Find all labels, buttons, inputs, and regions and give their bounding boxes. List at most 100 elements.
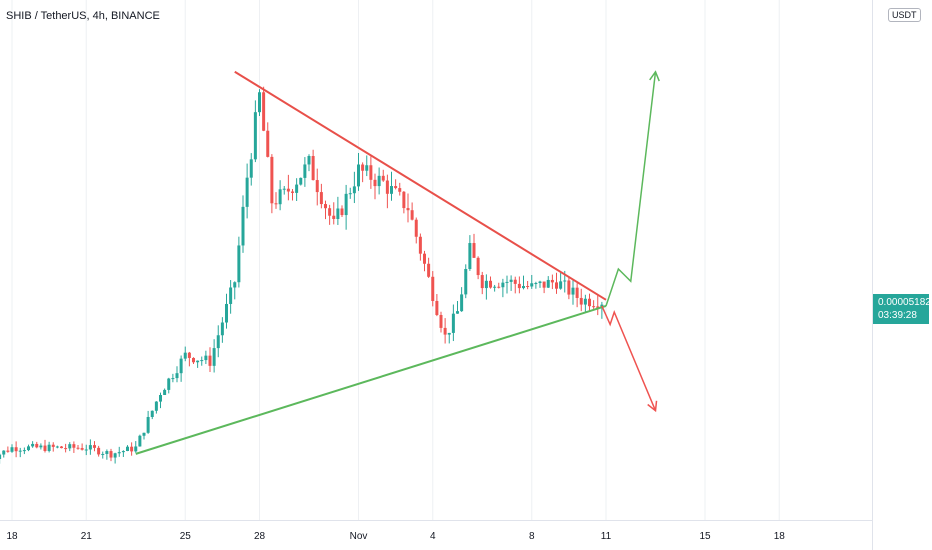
candle-body [270, 156, 274, 204]
candle-body [154, 401, 158, 411]
candle-body [352, 186, 356, 194]
candle-body [142, 432, 146, 436]
candle-body [10, 447, 14, 452]
candle-body [22, 450, 26, 452]
bar-countdown: 03:39:28 [878, 310, 917, 321]
candle-body [134, 446, 138, 452]
candle-body [406, 208, 410, 211]
x-tick-label: 4 [430, 531, 436, 542]
candle-body [31, 443, 35, 447]
candle-body [291, 191, 294, 193]
bullish-arrow [605, 71, 657, 307]
candle-body [522, 286, 525, 289]
candles [0, 86, 604, 464]
candle-body [443, 327, 447, 335]
candle-body [138, 435, 142, 447]
candle-body [546, 279, 550, 288]
candle-body [208, 355, 212, 366]
candle-body [225, 303, 228, 323]
candle-body [373, 179, 377, 187]
candle-body [84, 449, 88, 451]
candle-body [513, 279, 517, 284]
candle-body [460, 294, 464, 312]
candle-body [361, 164, 365, 171]
candle-body [319, 192, 323, 205]
candle-body [328, 208, 332, 216]
currency-button[interactable]: USDT [888, 8, 921, 22]
candle-body [163, 389, 167, 396]
candle-body [266, 130, 270, 157]
candle-body [126, 446, 129, 452]
candle-body [109, 451, 113, 458]
candle-body [489, 280, 492, 288]
candle-body [237, 245, 241, 283]
candle-body [509, 279, 513, 282]
candle-body [575, 287, 579, 298]
candle-body [348, 193, 352, 195]
candle-body [204, 355, 208, 361]
candle-body [220, 322, 224, 336]
candle-body [159, 395, 162, 402]
candle-body [6, 450, 10, 452]
candle-body [121, 451, 125, 453]
x-tick-label: 25 [180, 531, 192, 542]
bearish-arrow [601, 305, 657, 412]
candle-body [423, 253, 426, 264]
candle-body [295, 184, 299, 193]
candle-body [43, 445, 47, 451]
candle-body [480, 275, 484, 289]
candle-body [130, 446, 134, 452]
candle-body [332, 215, 336, 219]
candle-body [542, 281, 546, 288]
candle-body [517, 283, 521, 289]
candle-body [183, 352, 187, 359]
candle-body [179, 358, 183, 374]
candle-body [571, 287, 575, 295]
candle-body [171, 378, 175, 380]
x-tick-label: 8 [529, 531, 535, 542]
candle-body [456, 311, 459, 314]
candle-body [365, 165, 369, 171]
candle-body [18, 450, 22, 452]
last-price-value: 0.00005182 [878, 297, 931, 308]
candle-body [472, 243, 476, 258]
candle-body [117, 452, 121, 454]
last-price-label: 0.00005182 03:39:28 [873, 294, 931, 324]
candle-body [414, 219, 418, 237]
candle-body [229, 287, 233, 304]
candle-body [451, 313, 455, 333]
x-tick-label: 18 [774, 531, 786, 542]
candle-body [35, 443, 39, 448]
candle-body [311, 156, 315, 181]
candle-body [39, 445, 43, 448]
candle-body [418, 236, 422, 254]
symbol-title[interactable]: SHIB / TetherUS, 4h, BINANCE [6, 10, 160, 22]
candle-body [249, 159, 253, 178]
candle-body [72, 444, 76, 448]
candle-body [241, 206, 245, 246]
candle-body [324, 204, 327, 209]
candle-body [468, 243, 472, 269]
candle-body [51, 444, 55, 447]
candle-body [0, 454, 2, 460]
candle-body [484, 280, 488, 289]
candle-body [588, 298, 591, 307]
candle-body [167, 378, 171, 390]
candle-body [299, 177, 303, 185]
candle-body [402, 191, 406, 209]
candle-body [60, 446, 63, 449]
candle-body [526, 286, 530, 288]
candle-body [476, 257, 480, 276]
support-trendline [135, 305, 607, 455]
candle-body [55, 446, 59, 448]
candle-body [427, 263, 431, 277]
candle-body [27, 446, 30, 451]
candle-body [212, 348, 216, 366]
candle-body [583, 298, 587, 305]
candle-body [105, 451, 109, 454]
candle-body [435, 300, 439, 315]
arrow-head [647, 400, 658, 413]
candle-body [369, 165, 373, 180]
